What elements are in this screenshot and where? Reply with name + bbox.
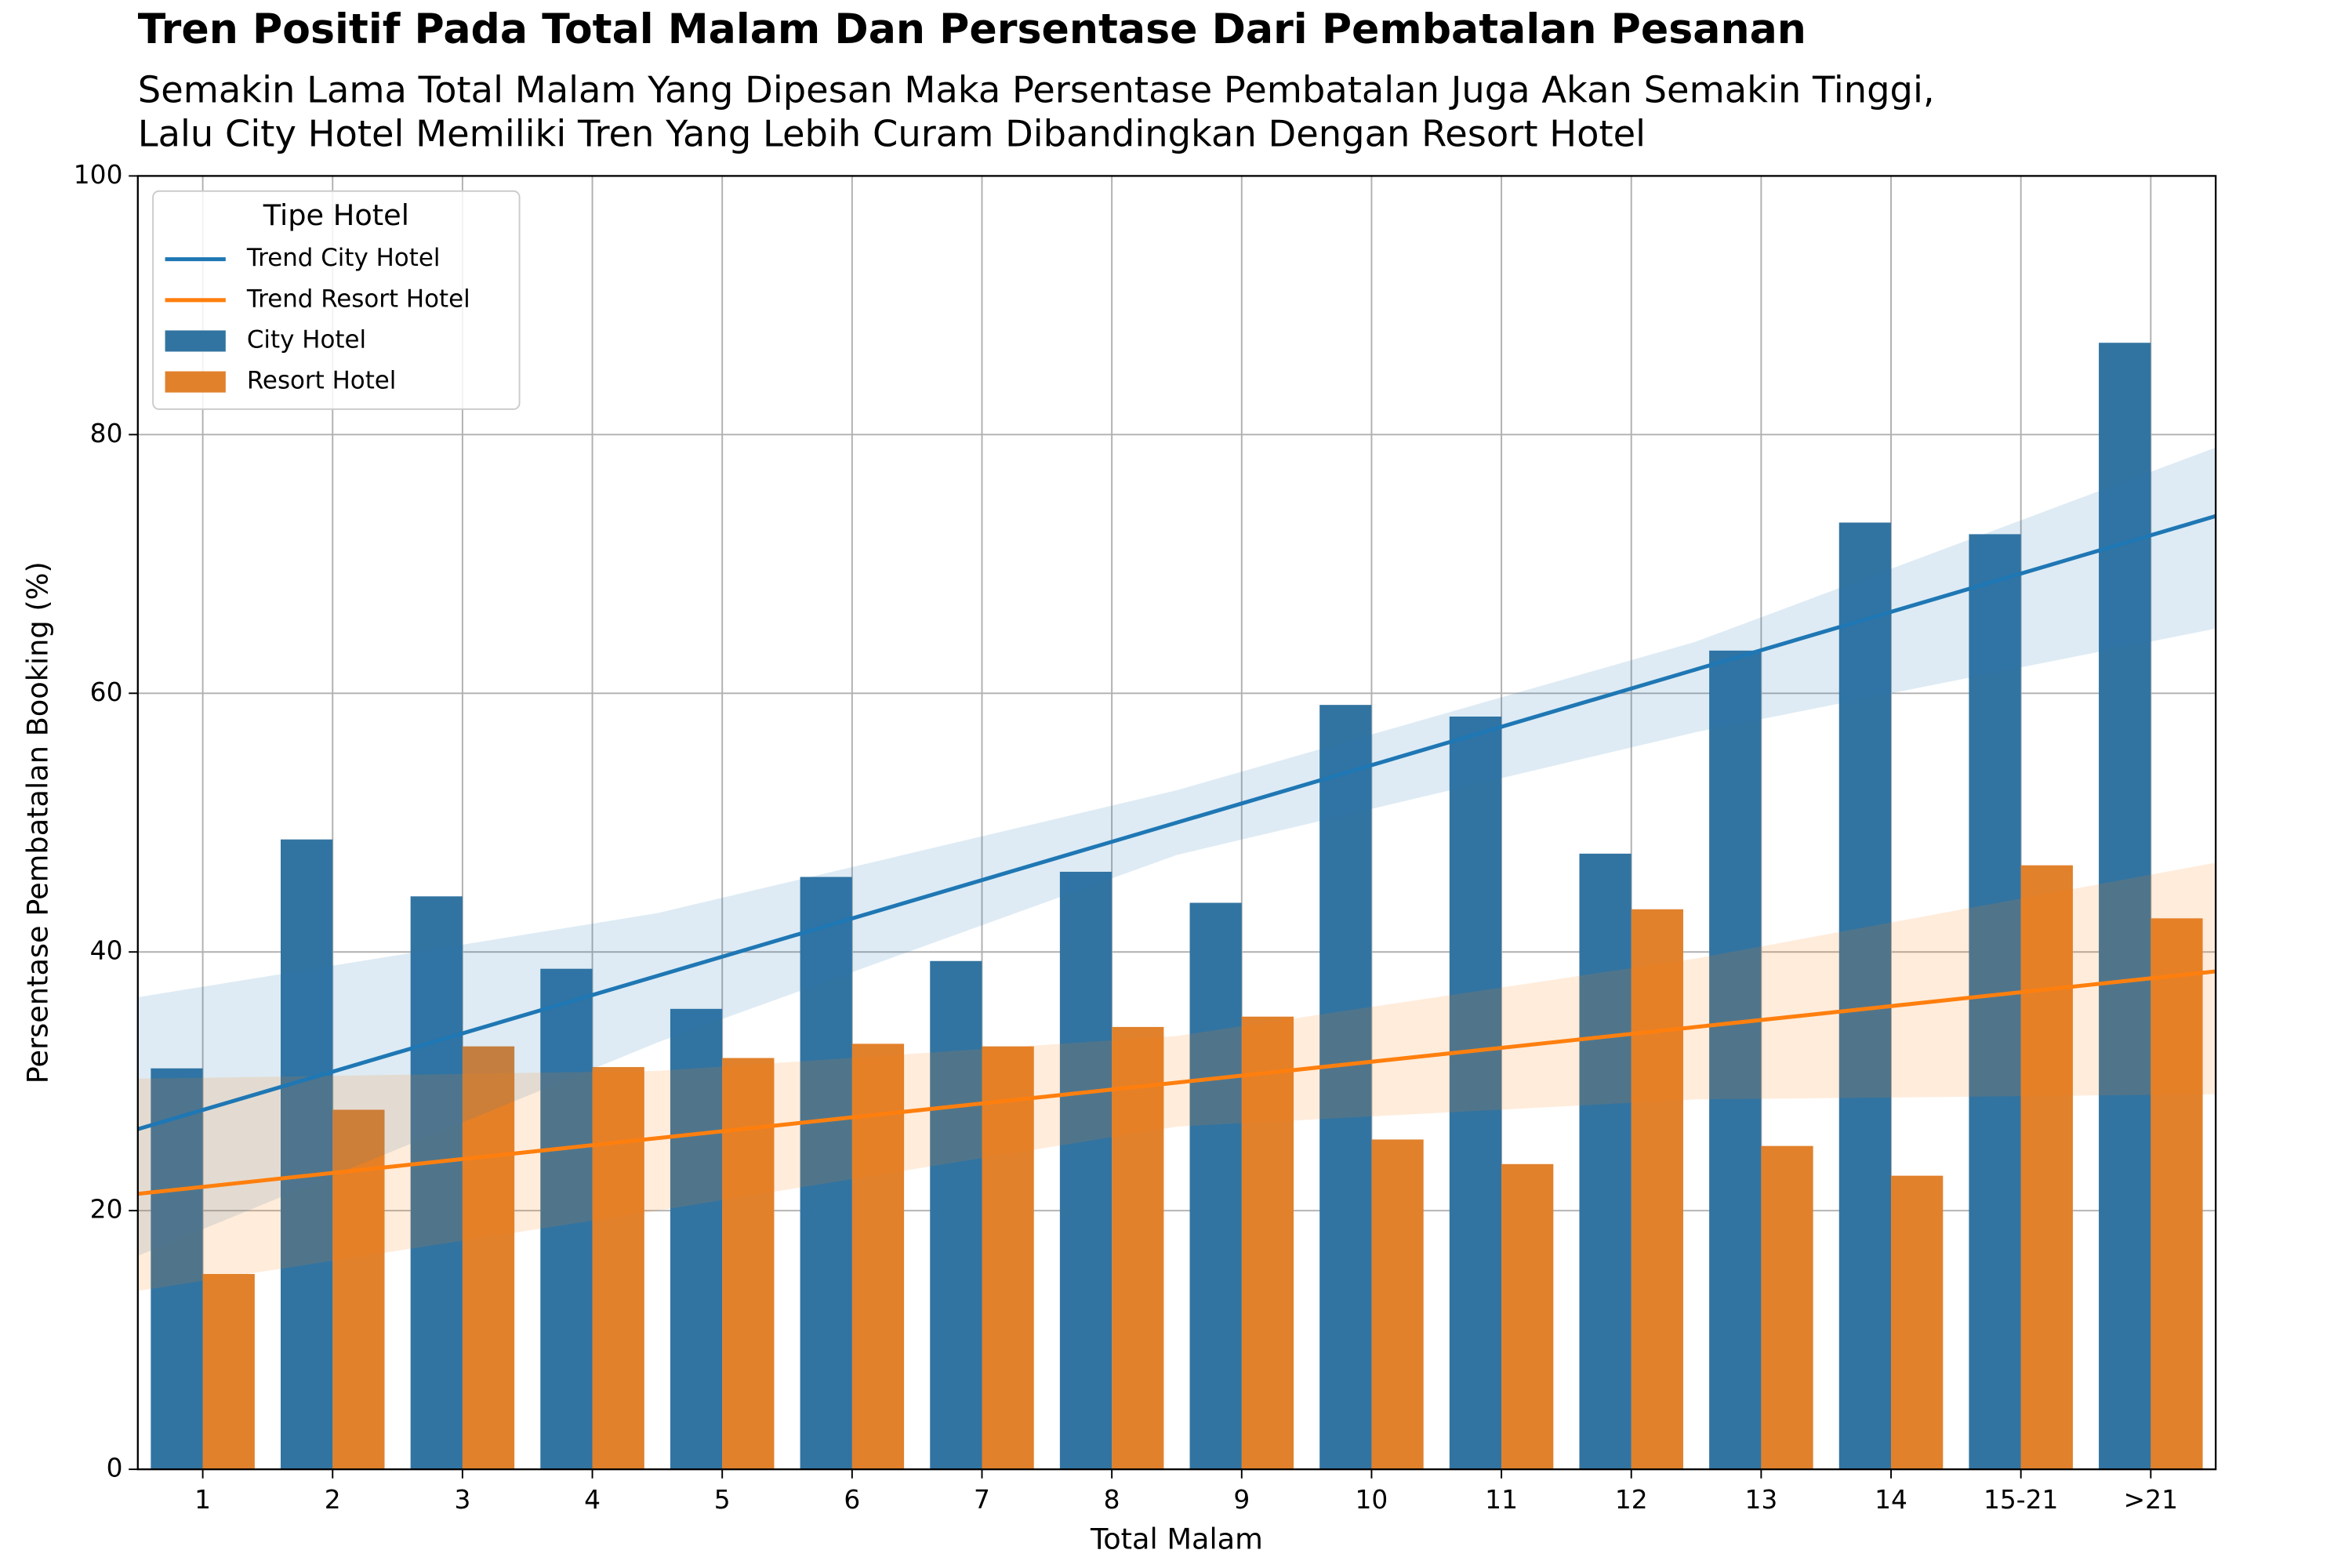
y-tick-label: 80: [90, 419, 123, 448]
bar: [1761, 1145, 1813, 1470]
bar: [1371, 1139, 1424, 1470]
legend-label: Trend City Hotel: [246, 244, 441, 272]
legend-title: Tipe Hotel: [263, 198, 409, 232]
legend-label: Resort Hotel: [247, 367, 397, 395]
bar: [982, 1046, 1034, 1470]
y-tick-label: 0: [107, 1454, 123, 1483]
x-tick-label: 10: [1356, 1485, 1388, 1515]
x-tick-label: 3: [454, 1485, 470, 1515]
bar: [540, 968, 593, 1470]
bar: [462, 1046, 515, 1470]
bar: [800, 877, 852, 1470]
bar: [1631, 909, 1683, 1470]
bar: [1838, 522, 1892, 1470]
y-tick-label: 100: [74, 160, 123, 190]
bar: [1709, 650, 1762, 1470]
x-tick-label: 1: [194, 1485, 211, 1515]
y-tick-label: 40: [90, 936, 123, 966]
bar: [1112, 1026, 1164, 1470]
confidence-band: [137, 862, 2216, 1291]
bar: [1449, 716, 1502, 1470]
bar: [202, 1274, 255, 1470]
x-tick-label: 6: [844, 1485, 860, 1515]
legend-swatch: [165, 371, 226, 393]
y-tick-label: 60: [90, 677, 123, 707]
bar: [151, 1068, 203, 1470]
legend-swatch: [165, 330, 226, 352]
x-tick-label: 12: [1615, 1485, 1648, 1515]
trend-line: [137, 969, 2216, 1196]
bar: [2099, 343, 2151, 1470]
bar: [930, 960, 982, 1470]
x-tick-label: 14: [1875, 1485, 1907, 1515]
bar: [1501, 1163, 1554, 1470]
x-tick-label: 7: [974, 1485, 990, 1515]
chart-subtitle: Lalu City Hotel Memiliki Tren Yang Lebih…: [138, 113, 1646, 155]
x-tick-label: 2: [325, 1485, 341, 1515]
legend-label: Trend Resort Hotel: [246, 285, 470, 313]
bar: [1189, 902, 1242, 1470]
x-tick-label: 4: [584, 1485, 601, 1515]
x-tick-label: 8: [1104, 1485, 1120, 1515]
bar: [670, 1008, 723, 1470]
x-tick-label: 5: [714, 1485, 731, 1515]
legend-label: City Hotel: [247, 325, 366, 354]
y-axis-label: Persentase Pembatalan Booking (%): [21, 561, 55, 1083]
chart-subtitle: Semakin Lama Total Malam Yang Dipesan Ma…: [138, 69, 1935, 111]
x-tick-label: 13: [1744, 1485, 1777, 1515]
bar: [1969, 534, 2021, 1470]
bar: [1241, 1016, 1294, 1470]
confidence-band: [137, 447, 2216, 1256]
x-tick-label: 15-21: [1984, 1485, 2058, 1515]
chart-title: Tren Positif Pada Total Malam Dan Persen…: [138, 6, 1806, 53]
bar: [1319, 705, 1372, 1470]
x-tick-label: 9: [1233, 1485, 1250, 1515]
plot-frame: [136, 175, 2217, 1471]
legend: Tipe Hotel Trend City Hotel Trend Resort H…: [152, 190, 521, 410]
bar: [592, 1067, 644, 1470]
x-tick-label: >21: [2124, 1485, 2178, 1515]
bar: [281, 839, 333, 1470]
x-tick-label: 11: [1485, 1485, 1518, 1515]
bar: [1579, 853, 1632, 1470]
legend-box: [152, 190, 521, 410]
bar: [2151, 918, 2203, 1470]
bar: [2020, 865, 2073, 1470]
x-axis-label: Total Malam: [1090, 1522, 1263, 1555]
bar: [1891, 1175, 1944, 1470]
trend-line: [137, 514, 2216, 1131]
bar: [410, 896, 463, 1470]
y-tick-label: 20: [90, 1195, 123, 1225]
bar: [1059, 871, 1112, 1470]
